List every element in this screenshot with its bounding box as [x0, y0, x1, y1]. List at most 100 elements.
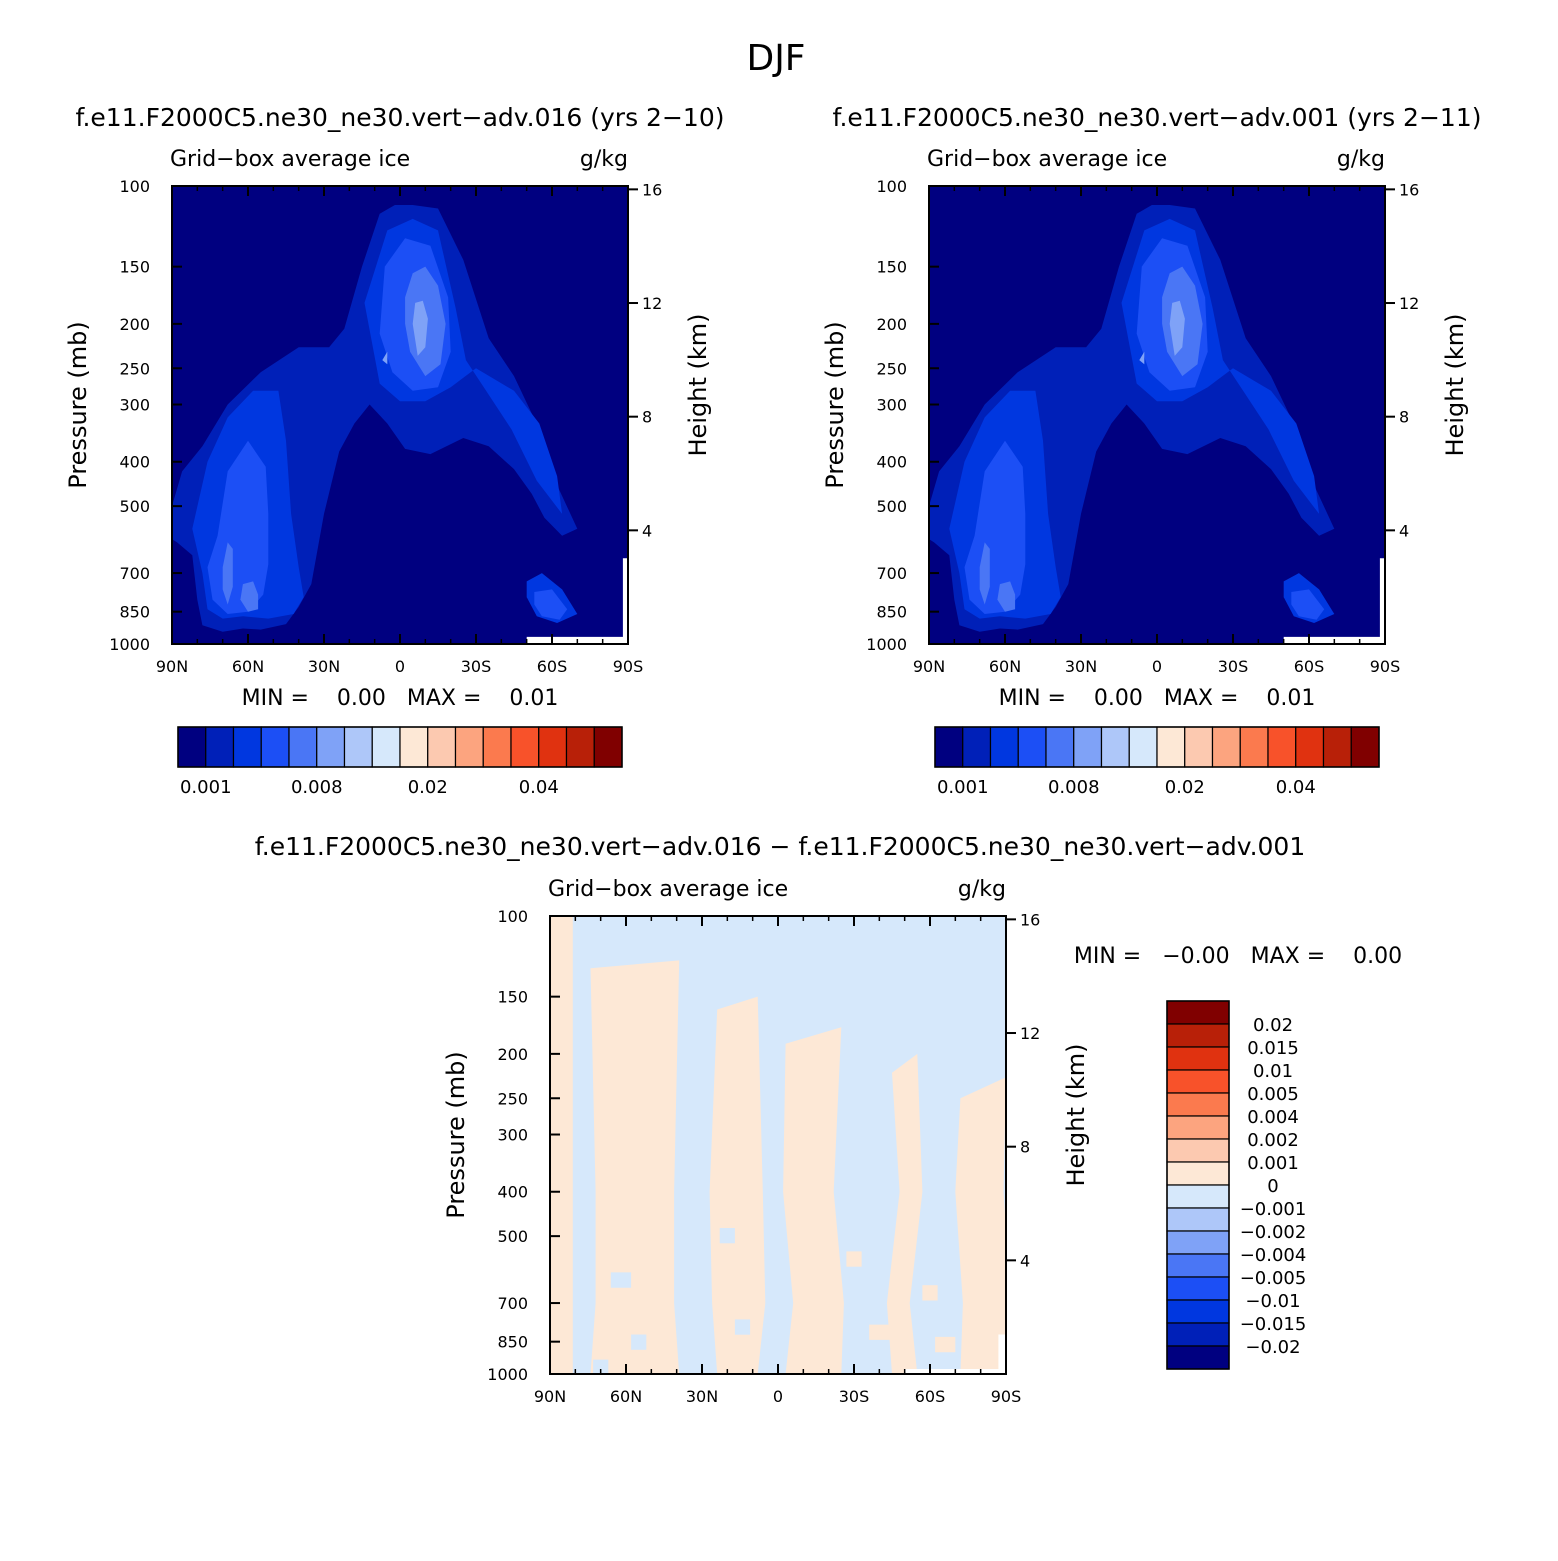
- y-tick-label: 100: [497, 907, 528, 926]
- colorbar-swatch: [1166, 1000, 1230, 1025]
- y-tick-label: 150: [876, 258, 907, 277]
- panel-2-title: f.e11.F2000C5.ne30_ne30.vert−adv.001 (yr…: [833, 103, 1482, 132]
- contour-fill: [997, 581, 1016, 612]
- colorbar-swatch: [1239, 726, 1269, 768]
- colorbar-label: 0.04: [1276, 777, 1316, 798]
- colorbar-2: 0.001 0.008 0.02 0.04: [934, 726, 1380, 798]
- figure-title: DJF: [746, 38, 805, 79]
- y2-axis-label: Height (km): [1441, 314, 1469, 457]
- colorbar-label: 0: [1267, 1176, 1278, 1197]
- colorbar-label: 0.02: [408, 777, 448, 798]
- y-tick-label: 1000: [109, 635, 150, 654]
- y-tick-label: 500: [119, 497, 150, 516]
- variable-label: Grid−box average ice: [170, 147, 410, 172]
- colorbar-swatch: [934, 726, 964, 768]
- y-tick-label: 300: [497, 1126, 528, 1145]
- colorbar-swatch: [1166, 1138, 1230, 1163]
- colorbar-3: 0.020.0150.010.0050.0040.0020.0010−0.001…: [1166, 1000, 1307, 1370]
- contour-fill: [240, 581, 259, 612]
- colorbar-swatch: [1211, 726, 1241, 768]
- y-tick-label: 300: [876, 396, 907, 415]
- x-tick-label: 30N: [686, 1387, 718, 1406]
- colorbar-swatch: [1166, 1184, 1230, 1209]
- colorbar-frame: [1166, 1000, 1230, 1370]
- y-tick-label: 150: [119, 258, 150, 277]
- x-tick-label: 30S: [461, 657, 492, 676]
- y-tick-label: 100: [119, 177, 150, 196]
- y-tick-label: 300: [119, 396, 150, 415]
- y-tick-label: 700: [119, 564, 150, 583]
- colorbar-label: 0.001: [937, 777, 989, 798]
- colorbar-swatch: [1166, 1115, 1230, 1140]
- panel-2-min-max: MIN = 0.00 MAX = 0.01: [999, 686, 1316, 711]
- contour-fill: [886, 1053, 923, 1374]
- y2-tick-label: 4: [1020, 1251, 1030, 1270]
- y2-tick-label: 12: [642, 294, 662, 313]
- colorbar-swatch: [1166, 1046, 1230, 1071]
- y-tick-label: 150: [497, 988, 528, 1007]
- x-tick-label: 90S: [1370, 657, 1401, 676]
- x-tick-label: 90N: [913, 657, 945, 676]
- colorbar-label: 0.02: [1165, 777, 1205, 798]
- y-tick-label: 250: [119, 359, 150, 378]
- colorbar-swatch: [962, 726, 992, 768]
- y-tick-label: 200: [497, 1045, 528, 1064]
- y-tick-label: 250: [497, 1089, 528, 1108]
- contour-fill: [382, 351, 388, 365]
- panel-3: 90N 60N 30N 0 30S 60S 90S 100 150 200 250 300 400 500…: [442, 877, 1090, 1406]
- contour-field: [172, 186, 628, 644]
- colorbar-swatch: [260, 726, 290, 768]
- colorbar-label: 0.015: [1247, 1038, 1299, 1059]
- y2-tick-label: 8: [1399, 408, 1409, 427]
- colorbar-swatch: [1166, 1299, 1230, 1324]
- contour-field: [929, 186, 1385, 644]
- colorbar-swatch: [1267, 726, 1297, 768]
- x-tick-label: 60S: [915, 1387, 946, 1406]
- contour-fill: [593, 1359, 609, 1374]
- y-axis-label: Pressure (mb): [64, 321, 92, 488]
- contour-fill: [818, 1348, 839, 1364]
- colorbar-swatch: [1128, 726, 1158, 768]
- y2-tick-label: 4: [642, 521, 652, 540]
- contour-fill: [922, 1285, 938, 1301]
- y-tick-label: 100: [876, 177, 907, 196]
- x-tick-label: 60N: [989, 657, 1021, 676]
- colorbar-swatch: [1156, 726, 1186, 768]
- y-tick-label: 1000: [866, 635, 907, 654]
- colorbar-swatch: [1184, 726, 1214, 768]
- y-tick-label: 400: [119, 453, 150, 472]
- colorbar-label: 0.004: [1247, 1107, 1299, 1128]
- y-tick-label: 200: [119, 315, 150, 334]
- contour-fill: [955, 1077, 1006, 1374]
- colorbar-label: −0.02: [1245, 1337, 1300, 1358]
- contour-fill: [709, 996, 766, 1374]
- y2-axis-label: Height (km): [1062, 1044, 1090, 1187]
- panel-1-min-max: MIN = 0.00 MAX = 0.01: [242, 686, 559, 711]
- colorbar-swatch: [1166, 1092, 1230, 1117]
- colorbar-swatch: [1166, 1207, 1230, 1232]
- x-tick-label: 90S: [991, 1387, 1022, 1406]
- colorbar-label: 0.005: [1247, 1084, 1299, 1105]
- y2-tick-label: 12: [1020, 1024, 1040, 1043]
- y-tick-label: 700: [876, 564, 907, 583]
- contour-fill: [222, 542, 233, 605]
- x-tick-label: 90S: [613, 657, 644, 676]
- contour-fill: [869, 1324, 890, 1340]
- colorbar-label: −0.005: [1240, 1268, 1307, 1289]
- panel-1-title: f.e11.F2000C5.ne30_ne30.vert−adv.016 (yr…: [76, 103, 725, 132]
- contour-fill: [795, 1288, 811, 1304]
- y-tick-label: 850: [876, 603, 907, 622]
- colorbar-swatch: [371, 726, 401, 768]
- colorbar-swatch: [1166, 1253, 1230, 1278]
- x-tick-label: 60S: [1294, 657, 1325, 676]
- colorbar-label: 0.04: [519, 777, 559, 798]
- y-tick-label: 400: [876, 453, 907, 472]
- contour-fill: [783, 1027, 844, 1374]
- y-tick-label: 1000: [487, 1365, 528, 1384]
- topography-mask: [1379, 558, 1385, 644]
- contour-fill: [1169, 300, 1185, 356]
- contour-field: [550, 916, 1006, 1374]
- topography-mask: [622, 558, 628, 644]
- y-tick-label: 700: [497, 1294, 528, 1313]
- colorbar-label: −0.002: [1240, 1222, 1307, 1243]
